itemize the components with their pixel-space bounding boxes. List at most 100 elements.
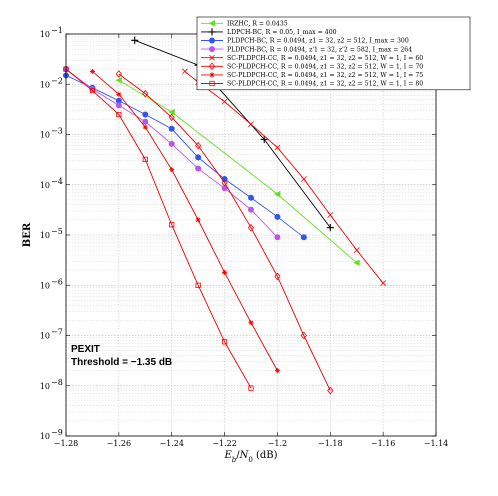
legend-entry-3: PLDPCH-BC, R = 0.0494, z1 = 32, z2 = 512… bbox=[201, 37, 409, 45]
series-5-point bbox=[380, 280, 387, 287]
series-7-point bbox=[89, 68, 96, 75]
series-5-point bbox=[248, 121, 254, 128]
legend-label: PLDPCH-BC, R = 0.0494, z'1 = 32, z'2 = 5… bbox=[227, 46, 412, 53]
y-tick-exponent: −3 bbox=[51, 127, 63, 136]
series-3-line bbox=[65, 74, 305, 238]
series-1-point bbox=[115, 77, 122, 84]
x-tick-label: −1.28 bbox=[54, 439, 79, 448]
x-tick-label: −1.26 bbox=[107, 439, 132, 448]
legend-marker bbox=[208, 28, 216, 36]
series-7-point bbox=[116, 91, 122, 97]
series-1-point bbox=[273, 190, 281, 198]
series-4-point bbox=[195, 165, 202, 172]
series-6-point bbox=[274, 272, 281, 281]
series-5-point bbox=[327, 212, 334, 218]
series-4-point bbox=[115, 102, 122, 109]
series-7-point bbox=[142, 124, 148, 130]
x-tick-label: −1.22 bbox=[212, 439, 237, 448]
x-tick-label: −1.18 bbox=[318, 439, 343, 448]
x-tick-label: −1.14 bbox=[424, 439, 449, 448]
x-tick-label: −1.16 bbox=[371, 439, 396, 448]
series-7 bbox=[89, 68, 281, 374]
y-tick-exponent: −2 bbox=[51, 76, 63, 85]
series-8-point bbox=[221, 339, 228, 345]
series-8-point bbox=[169, 222, 175, 228]
series-4-point bbox=[274, 234, 281, 241]
series-4-point bbox=[142, 118, 149, 125]
series-7-point bbox=[248, 320, 254, 326]
legend-label: SC-PLDPCH-CC, R = 0.0494, z1 = 32, z2 = … bbox=[227, 72, 423, 79]
legend-label: LDPCH-BC, R = 0.05, I_max = 400 bbox=[227, 29, 337, 36]
legend-marker bbox=[208, 37, 215, 44]
legend-marker bbox=[208, 20, 216, 27]
legend-marker bbox=[209, 72, 215, 78]
series-8-point bbox=[116, 111, 122, 118]
legend-marker bbox=[209, 80, 215, 87]
series-5-point bbox=[300, 176, 307, 182]
series-7-point bbox=[195, 217, 201, 223]
series-1-point bbox=[353, 259, 360, 267]
series-1-point bbox=[168, 108, 175, 116]
legend-label: SC-PLDPCH-CC, R = 0.0494, z1 = 32, z2 = … bbox=[227, 55, 423, 62]
series-6-point bbox=[195, 141, 202, 150]
x-axis-label-part: 0 bbox=[248, 456, 252, 464]
annotation-pexit: PEXIT bbox=[71, 344, 100, 355]
y-tick-label: 10 bbox=[40, 332, 50, 341]
legend-entry-8: SC-PLDPCH-CC, R = 0.0494, z1 = 32, z2 = … bbox=[201, 81, 423, 88]
series-5-point bbox=[274, 144, 281, 151]
series-6 bbox=[115, 70, 334, 395]
x-tick-label: −1.24 bbox=[159, 439, 184, 448]
y-tick-label: 10 bbox=[40, 382, 50, 391]
series-3-point bbox=[274, 213, 281, 220]
legend-entry-5: SC-PLDPCH-CC, R = 0.0494, z1 = 32, z2 = … bbox=[201, 54, 423, 62]
series-6-point bbox=[327, 386, 334, 395]
series-3-point bbox=[195, 154, 202, 161]
legend-entry-4: PLDPCH-BC, R = 0.0494, z'1 = 32, z'2 = 5… bbox=[201, 46, 412, 53]
y-tick-label: 10 bbox=[40, 80, 50, 89]
legend-entry-7: SC-PLDPCH-CC, R = 0.0494, z1 = 32, z2 = … bbox=[201, 72, 423, 79]
series-5-point bbox=[182, 68, 188, 75]
y-tick-label: 10 bbox=[40, 131, 50, 140]
y-tick-label: 10 bbox=[40, 181, 50, 190]
series-6-point bbox=[142, 89, 149, 98]
legend-marker bbox=[209, 54, 215, 61]
series-3-point bbox=[142, 111, 149, 118]
y-tick-exponent: −9 bbox=[51, 428, 63, 437]
series-8-point bbox=[195, 282, 201, 288]
legend-entry-6: SC-PLDPCH-CC, R = 0.0494, z1 = 32, z2 = … bbox=[201, 62, 423, 71]
series-4-point bbox=[168, 140, 175, 147]
series-7-point bbox=[274, 368, 281, 374]
y-tick-exponent: −7 bbox=[51, 328, 63, 337]
y-tick-exponent: −6 bbox=[51, 277, 63, 286]
legend-entry-1: IRZHC, R = 0.0435 bbox=[201, 20, 288, 28]
series-3-point bbox=[300, 234, 307, 241]
series-2-point bbox=[260, 135, 268, 143]
series-6-point bbox=[247, 223, 255, 232]
series-6-point bbox=[115, 70, 122, 78]
series-7-point bbox=[221, 269, 228, 276]
series-8-point bbox=[142, 156, 148, 162]
series-5-point bbox=[353, 247, 360, 254]
x-axis-label-part: b bbox=[232, 456, 237, 464]
y-tick-label: 10 bbox=[40, 432, 50, 441]
annotation-threshold: Threshold = −1.35 dB bbox=[71, 357, 172, 368]
series-7-point bbox=[169, 167, 175, 173]
axis-ticks: −1.28 −1.26 −1.24 −1.22 −1.2 −1.18 −1.16 −1.14 1… bbox=[40, 26, 448, 448]
legend-label: IRZHC, R = 0.0435 bbox=[227, 21, 288, 28]
legend-marker bbox=[208, 62, 216, 71]
series-8-point bbox=[89, 87, 96, 94]
y-tick-label: 10 bbox=[40, 231, 50, 240]
y-tick-exponent: −8 bbox=[51, 378, 63, 387]
x-axis-label: Eb/N0 (dB) bbox=[223, 450, 277, 464]
series-6-point bbox=[221, 178, 228, 187]
series-1 bbox=[115, 77, 360, 267]
legend-box bbox=[196, 16, 471, 91]
series-3-point bbox=[247, 194, 254, 201]
x-axis-label-part: N bbox=[239, 450, 250, 461]
y-tick-exponent: −5 bbox=[51, 227, 63, 236]
series-8 bbox=[63, 66, 254, 391]
legend-label: PLDPCH-BC, R = 0.0494, z1 = 32, z2 = 512… bbox=[227, 38, 409, 45]
series-1-line bbox=[118, 79, 358, 264]
